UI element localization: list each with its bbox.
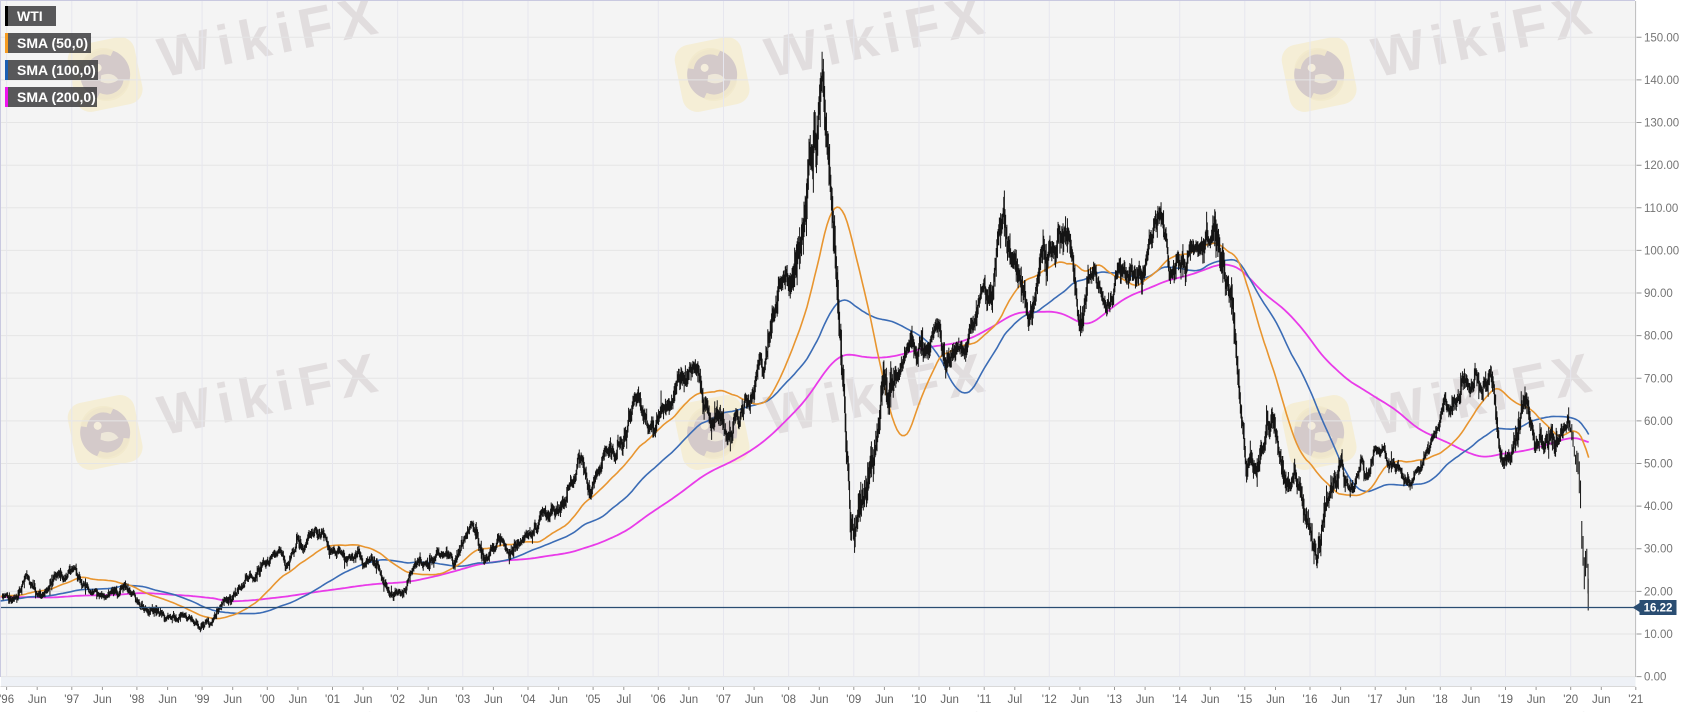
svg-text:'17: '17 bbox=[1368, 694, 1383, 706]
svg-text:Jun: Jun bbox=[158, 694, 177, 706]
svg-text:'21: '21 bbox=[1628, 694, 1643, 706]
svg-text:80.00: 80.00 bbox=[1644, 331, 1673, 343]
svg-text:SMA (200,0): SMA (200,0) bbox=[17, 89, 96, 105]
svg-text:WTI: WTI bbox=[17, 8, 43, 24]
svg-text:'08: '08 bbox=[781, 694, 796, 706]
svg-text:'02: '02 bbox=[390, 694, 405, 706]
svg-text:40.00: 40.00 bbox=[1644, 501, 1673, 513]
svg-text:70.00: 70.00 bbox=[1644, 373, 1673, 385]
svg-text:Jun: Jun bbox=[680, 694, 699, 706]
svg-text:SMA (50,0): SMA (50,0) bbox=[17, 35, 88, 51]
svg-text:Jun: Jun bbox=[289, 694, 308, 706]
svg-text:150.00: 150.00 bbox=[1644, 32, 1679, 44]
svg-text:'01: '01 bbox=[325, 694, 340, 706]
svg-text:'07: '07 bbox=[716, 694, 731, 706]
svg-text:60.00: 60.00 bbox=[1644, 416, 1673, 428]
svg-text:90.00: 90.00 bbox=[1644, 288, 1673, 300]
svg-text:130.00: 130.00 bbox=[1644, 118, 1679, 130]
svg-text:'96: '96 bbox=[0, 694, 14, 706]
svg-text:Jun: Jun bbox=[484, 694, 503, 706]
svg-text:'98: '98 bbox=[129, 694, 144, 706]
svg-text:Jun: Jun bbox=[1266, 694, 1285, 706]
svg-text:Jun: Jun bbox=[1462, 694, 1481, 706]
svg-text:'11: '11 bbox=[977, 694, 991, 706]
svg-text:Jun: Jun bbox=[549, 694, 568, 706]
svg-text:20.00: 20.00 bbox=[1644, 586, 1673, 598]
svg-text:140.00: 140.00 bbox=[1644, 75, 1679, 87]
svg-text:Jun: Jun bbox=[1331, 694, 1350, 706]
svg-text:Jun: Jun bbox=[810, 694, 829, 706]
svg-text:'18: '18 bbox=[1433, 694, 1448, 706]
svg-text:Jun: Jun bbox=[875, 694, 894, 706]
svg-text:'06: '06 bbox=[651, 694, 666, 706]
svg-text:'09: '09 bbox=[846, 694, 861, 706]
svg-text:Jun: Jun bbox=[28, 694, 47, 706]
svg-text:Jun: Jun bbox=[1136, 694, 1155, 706]
svg-text:'13: '13 bbox=[1107, 694, 1122, 706]
svg-text:SMA (100,0): SMA (100,0) bbox=[17, 62, 96, 78]
svg-text:Jun: Jun bbox=[1201, 694, 1220, 706]
svg-text:'16: '16 bbox=[1303, 694, 1318, 706]
svg-text:Jun: Jun bbox=[1397, 694, 1416, 706]
svg-text:0.00: 0.00 bbox=[1644, 672, 1666, 684]
svg-text:110.00: 110.00 bbox=[1644, 203, 1678, 215]
svg-text:'12: '12 bbox=[1042, 694, 1057, 706]
svg-text:100.00: 100.00 bbox=[1644, 245, 1679, 257]
svg-text:Jun: Jun bbox=[354, 694, 373, 706]
svg-text:'97: '97 bbox=[64, 694, 79, 706]
svg-text:Jun: Jun bbox=[419, 694, 438, 706]
svg-text:10.00: 10.00 bbox=[1644, 629, 1673, 641]
svg-text:'15: '15 bbox=[1237, 694, 1252, 706]
svg-text:Jul: Jul bbox=[616, 694, 631, 706]
svg-text:'04: '04 bbox=[521, 694, 537, 706]
svg-text:16.22: 16.22 bbox=[1644, 603, 1673, 615]
svg-text:Jun: Jun bbox=[940, 694, 959, 706]
svg-text:'10: '10 bbox=[912, 694, 927, 706]
svg-text:'14: '14 bbox=[1172, 694, 1188, 706]
svg-text:'20: '20 bbox=[1563, 694, 1578, 706]
svg-text:Jul: Jul bbox=[1007, 694, 1022, 706]
svg-text:120.00: 120.00 bbox=[1644, 160, 1679, 172]
svg-text:Jun: Jun bbox=[93, 694, 112, 706]
svg-text:'00: '00 bbox=[260, 694, 275, 706]
svg-text:Jun: Jun bbox=[1071, 694, 1090, 706]
svg-text:Jun: Jun bbox=[1592, 694, 1611, 706]
svg-text:Jun: Jun bbox=[1527, 694, 1546, 706]
svg-text:'05: '05 bbox=[586, 694, 601, 706]
svg-text:'99: '99 bbox=[195, 694, 210, 706]
svg-text:Jun: Jun bbox=[223, 694, 242, 706]
svg-text:'19: '19 bbox=[1498, 694, 1513, 706]
svg-text:30.00: 30.00 bbox=[1644, 544, 1673, 556]
svg-text:'03: '03 bbox=[455, 694, 470, 706]
svg-text:Jun: Jun bbox=[745, 694, 764, 706]
svg-text:50.00: 50.00 bbox=[1644, 459, 1673, 471]
